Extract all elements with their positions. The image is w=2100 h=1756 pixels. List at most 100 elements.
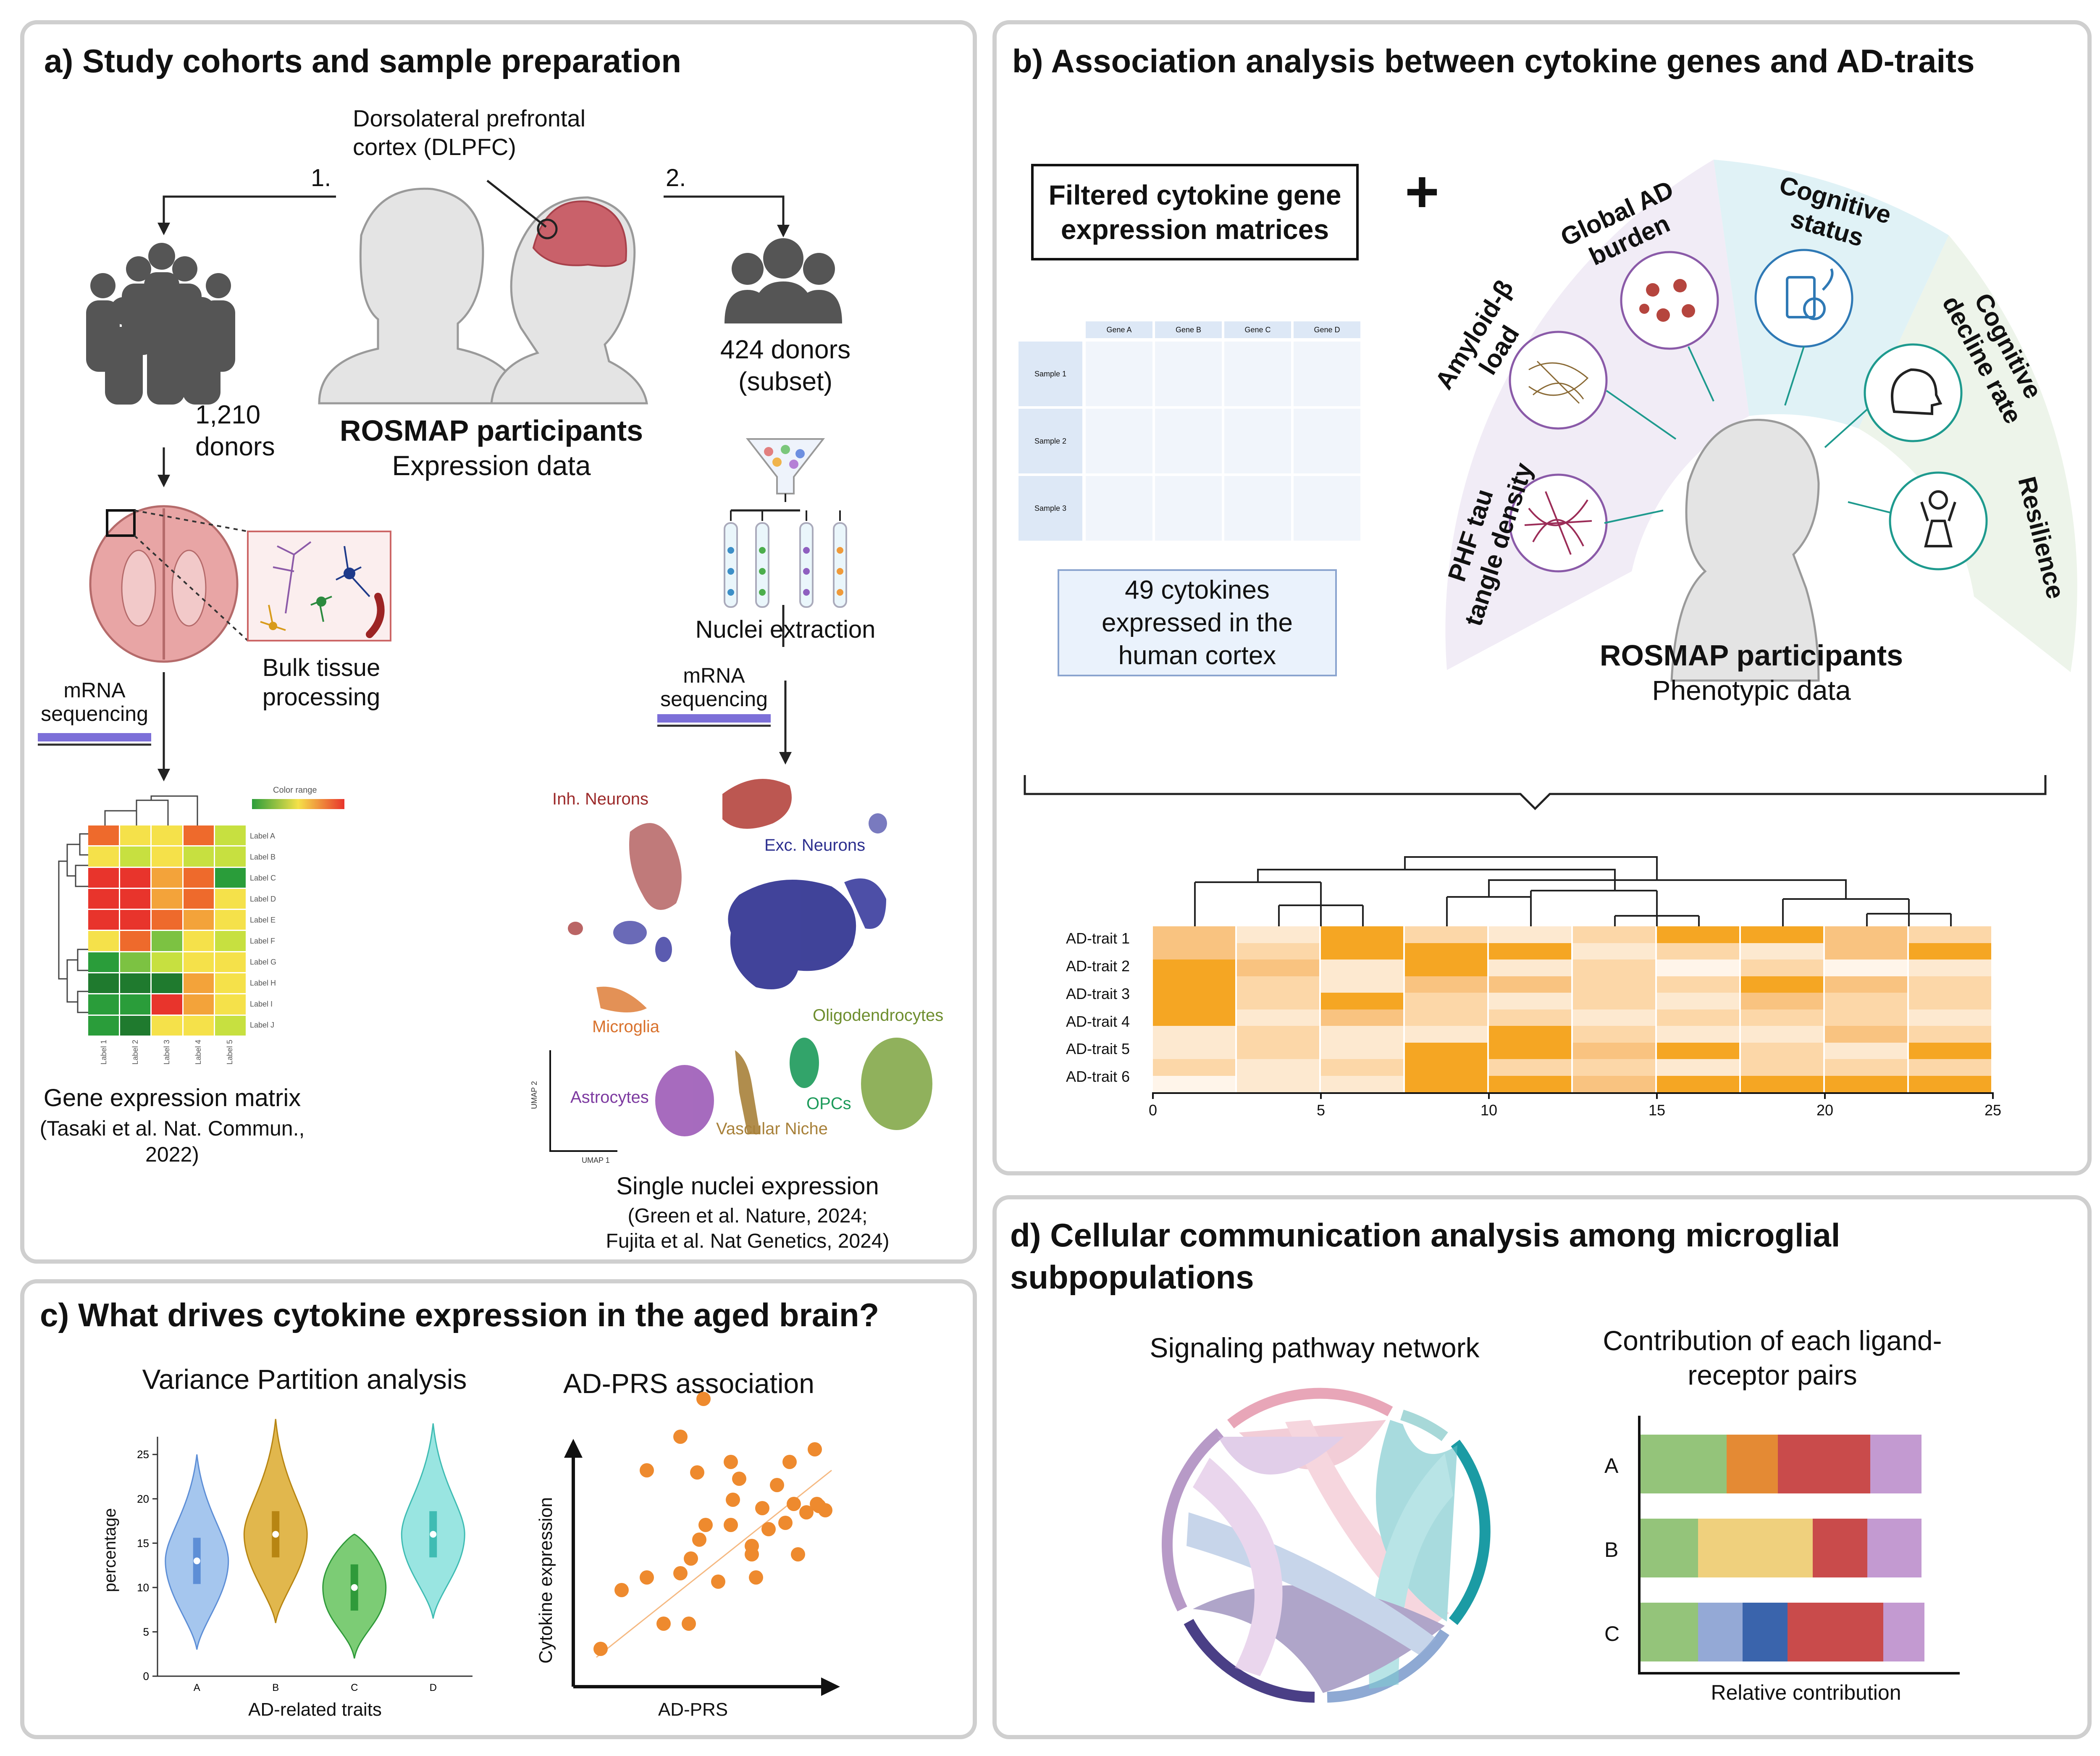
prs-point [724, 1455, 738, 1469]
trait-heatmap-cell [1573, 1026, 1657, 1043]
trait-row-label: AD-trait 1 [1066, 930, 1130, 947]
trait-heatmap-cell [1573, 1009, 1657, 1026]
prs-point [711, 1575, 725, 1589]
contribution-segment [1641, 1603, 1698, 1661]
umap-axis-1: UMAP 1 [582, 1156, 610, 1165]
prs-point [808, 1442, 822, 1456]
contribution-bar-labels: A B C [1592, 1416, 1625, 1672]
prs-point [724, 1518, 738, 1532]
trait-heatmap-cell [1573, 1075, 1657, 1092]
violin-title: Variance Partition analysis [142, 1364, 467, 1395]
rosmap-expression-sub: Expression data [392, 450, 591, 481]
trait-heatmap-cell [1489, 1075, 1573, 1092]
dendrogram-branch [1404, 856, 1847, 899]
gene-table: Gene A Gene B Gene C Gene D Sample 1 Sample 2… [1018, 321, 1363, 546]
trait-x-axis [1153, 1092, 1993, 1094]
trait-heatmap-cell [1825, 926, 1909, 943]
heatmap-cell [215, 910, 246, 930]
sample-row-header: Sample 3 [1018, 476, 1082, 541]
trait-heatmap-cell [1741, 1026, 1825, 1043]
contribution-segment [1727, 1435, 1778, 1493]
heatmap-row-label: Label C [250, 873, 276, 882]
prs-point [791, 1547, 805, 1561]
network-title: Signaling pathway network [1150, 1332, 1480, 1363]
heatmap-cell [152, 889, 182, 909]
trait-heatmap-cell [1573, 959, 1657, 976]
heatmap-cell [88, 973, 119, 994]
violin-y-tick-label: 25 [137, 1448, 149, 1461]
heatmap-cell [88, 931, 119, 951]
sample-row-header: Sample 1 [1018, 342, 1082, 406]
prs-point [726, 1493, 740, 1507]
violin-x-tick-label: D [430, 1682, 437, 1693]
contribution-row-label: C [1604, 1622, 1620, 1646]
heatmap-cell [88, 846, 119, 867]
trait-row-label: AD-trait 6 [1066, 1068, 1130, 1086]
gene-expression-heatmap [88, 825, 246, 1036]
trait-heatmap-rows: AD-trait 1 AD-trait 2 AD-trait 3 AD-trait 4… [1037, 926, 1130, 1092]
violin-median [430, 1531, 437, 1538]
contribution-segment [1870, 1435, 1922, 1493]
heatmap-cell [88, 994, 119, 1015]
trait-heatmap-cell [1405, 959, 1489, 976]
trait-heatmap-cell [1321, 1026, 1405, 1043]
trait-heatmap-cell [1825, 943, 1909, 959]
prs-point [778, 1516, 793, 1530]
contribution-segment [1641, 1519, 1698, 1577]
heatmap-cell [120, 994, 151, 1015]
heatmap-cell [183, 973, 214, 994]
trait-heatmap-cell [1657, 1059, 1741, 1076]
contribution-segment [1743, 1603, 1788, 1661]
violin-median [272, 1531, 279, 1538]
prs-point [818, 1503, 832, 1517]
trait-heatmap-xticks: 0 5 10 15 20 25 [1149, 1092, 2001, 1122]
violin-y-tick-label: 20 [137, 1493, 149, 1505]
trait-heatmap-cell [1825, 976, 1909, 993]
prs-point [690, 1465, 704, 1480]
heatmap-row-label: Label B [250, 852, 276, 861]
trait-heatmap-cell [1153, 959, 1237, 976]
umap-inh-neurons: Inh. Neurons [552, 790, 649, 808]
heatmap-cell [183, 867, 214, 888]
prs-point [787, 1497, 801, 1511]
trait-x-tick: 0 [1148, 1101, 1158, 1119]
heatmap-cell [120, 973, 151, 994]
umap-oligodendrocytes: Oligodendrocytes [813, 1006, 944, 1025]
trait-heatmap-cell [1405, 1075, 1489, 1092]
trait-heatmap-cell [1405, 1009, 1489, 1026]
dlpfc-label: Dorsolateral prefrontal cortex (DLPFC) [353, 105, 586, 160]
heatmap-cell [215, 889, 246, 909]
contrib-title: Contribution of each ligand- receptor pa… [1603, 1325, 1942, 1391]
trait-heatmap-cell [1909, 1009, 1993, 1026]
prs-point [673, 1566, 688, 1580]
single-nuclei-label: Single nuclei expression [616, 1172, 879, 1200]
heatmap-cell [183, 825, 214, 846]
heatmap-row-label: Label D [250, 894, 276, 903]
heatmap-cell [215, 846, 246, 867]
prs-point [745, 1547, 759, 1561]
rosmap-expression-title: ROSMAP participants [339, 414, 643, 447]
trait-heatmap-cell [1657, 926, 1741, 943]
violin-y-tick-label: 0 [143, 1670, 149, 1682]
heatmap-cell [88, 825, 119, 846]
heatmap-cell [152, 994, 182, 1015]
heatmap-cell [215, 952, 246, 973]
heatmap-cell [152, 952, 182, 973]
trait-heatmap-cell [1321, 1075, 1405, 1092]
heatmap-cell [152, 825, 182, 846]
trait-heatmap-cell [1741, 1042, 1825, 1059]
sample-row-header: Sample 2 [1018, 409, 1082, 473]
trait-heatmap-cell [1825, 1042, 1909, 1059]
violin-median [193, 1557, 200, 1564]
trait-heatmap-cell [1825, 1009, 1909, 1026]
contribution-segment [1641, 1435, 1727, 1493]
prs-point [692, 1533, 706, 1547]
trait-heatmap-cell [1237, 1042, 1321, 1059]
heatmap-cell [120, 910, 151, 930]
trait-heatmap-cell [1825, 959, 1909, 976]
prs-point [799, 1505, 814, 1519]
gene-table-cell [1086, 342, 1152, 406]
trait-row-label: AD-trait 2 [1066, 957, 1130, 975]
